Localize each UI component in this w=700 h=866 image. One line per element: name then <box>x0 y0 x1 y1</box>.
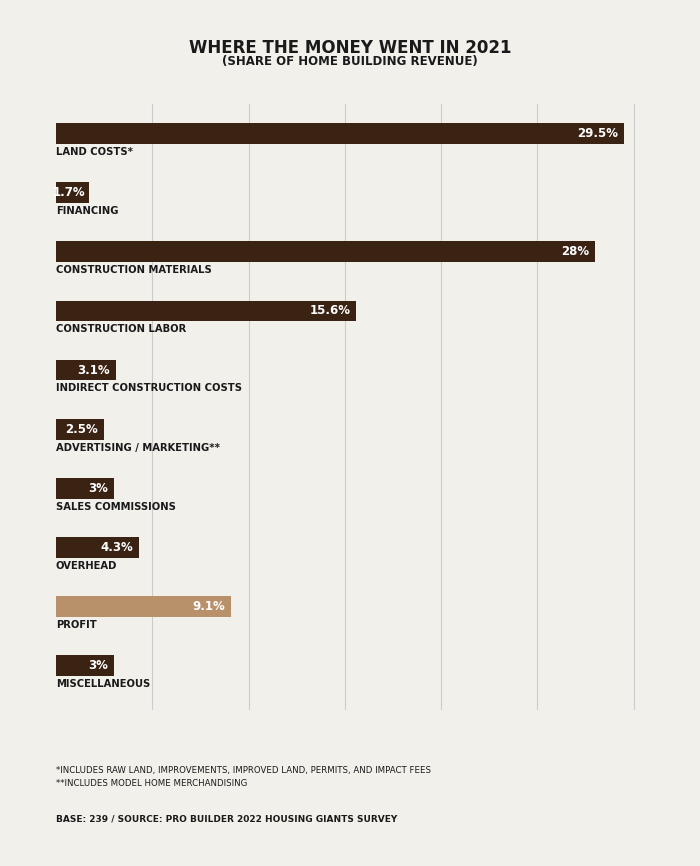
Text: LAND COSTS*: LAND COSTS* <box>56 147 133 157</box>
Text: MISCELLANEOUS: MISCELLANEOUS <box>56 679 150 689</box>
Bar <box>56 597 231 617</box>
Text: ADVERTISING / MARKETING**: ADVERTISING / MARKETING** <box>56 443 220 453</box>
Text: 4.3%: 4.3% <box>100 541 133 554</box>
Text: 15.6%: 15.6% <box>309 305 351 318</box>
Bar <box>56 301 356 321</box>
Text: 28%: 28% <box>561 245 589 258</box>
Text: (SHARE OF HOME BUILDING REVENUE): (SHARE OF HOME BUILDING REVENUE) <box>222 55 478 68</box>
Bar <box>56 359 116 380</box>
Bar <box>56 419 104 440</box>
Bar <box>56 478 113 499</box>
Bar <box>56 182 89 203</box>
Text: 29.5%: 29.5% <box>577 127 618 140</box>
Text: 9.1%: 9.1% <box>193 600 225 613</box>
Text: 2.5%: 2.5% <box>66 423 98 436</box>
Text: FINANCING: FINANCING <box>56 206 118 216</box>
Text: WHERE THE MONEY WENT IN 2021: WHERE THE MONEY WENT IN 2021 <box>189 39 511 57</box>
Text: 3.1%: 3.1% <box>77 364 110 377</box>
Text: 3%: 3% <box>88 659 108 672</box>
Text: INDIRECT CONSTRUCTION COSTS: INDIRECT CONSTRUCTION COSTS <box>56 384 242 393</box>
Text: PROFIT: PROFIT <box>56 620 97 630</box>
Text: SALES COMMISSIONS: SALES COMMISSIONS <box>56 501 176 512</box>
Text: **INCLUDES MODEL HOME MERCHANDISING: **INCLUDES MODEL HOME MERCHANDISING <box>56 779 247 788</box>
Text: OVERHEAD: OVERHEAD <box>56 561 118 571</box>
Bar <box>56 537 139 558</box>
Bar <box>56 656 113 676</box>
Text: CONSTRUCTION LABOR: CONSTRUCTION LABOR <box>56 324 186 334</box>
Text: BASE: 239 / SOURCE: PRO BUILDER 2022 HOUSING GIANTS SURVEY: BASE: 239 / SOURCE: PRO BUILDER 2022 HOU… <box>56 814 398 823</box>
Text: 1.7%: 1.7% <box>52 186 85 199</box>
Text: CONSTRUCTION MATERIALS: CONSTRUCTION MATERIALS <box>56 265 211 275</box>
Text: 3%: 3% <box>88 481 108 494</box>
Text: *INCLUDES RAW LAND, IMPROVEMENTS, IMPROVED LAND, PERMITS, AND IMPACT FEES: *INCLUDES RAW LAND, IMPROVEMENTS, IMPROV… <box>56 766 431 775</box>
Bar <box>56 123 624 144</box>
Bar <box>56 242 595 262</box>
